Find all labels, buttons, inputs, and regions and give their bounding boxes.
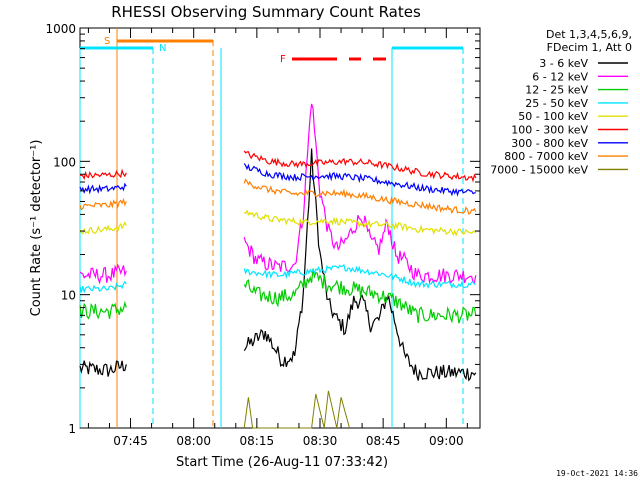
x-tick-label: 08:00 xyxy=(176,434,211,448)
series-line xyxy=(79,263,127,285)
night-flag-label: N xyxy=(159,43,166,54)
plot-timestamp: 19-Oct-2021 14:36 xyxy=(556,469,638,478)
series-line xyxy=(79,360,127,377)
legend-entry-label: 7000 - 15000 keV xyxy=(490,163,588,176)
series-line xyxy=(243,390,350,429)
series-line xyxy=(79,280,127,294)
legend-header-line-1: Det 1,3,4,5,6,9, xyxy=(546,28,632,41)
legend: Det 1,3,4,5,6,9, FDecim 1, Att 0 3 - 6 k… xyxy=(490,28,632,176)
legend-entry-label: 6 - 12 keV xyxy=(532,70,588,83)
y-tick-label: 10 xyxy=(61,289,76,303)
chart-title: RHESSI Observing Summary Count Rates xyxy=(111,3,421,21)
legend-entry-label: 100 - 300 keV xyxy=(511,124,588,137)
legend-entry-label: 3 - 6 keV xyxy=(539,57,588,70)
series-line xyxy=(243,150,477,183)
x-axis-label: Start Time (26-Aug-11 07:33:42) xyxy=(176,455,388,470)
legend-entry-label: 800 - 7000 keV xyxy=(504,150,588,163)
series-line xyxy=(79,221,127,235)
y-tick-label: 1 xyxy=(68,422,76,436)
x-tick-label: 08:45 xyxy=(366,434,401,448)
x-tick-label: 07:45 xyxy=(113,434,148,448)
series-line xyxy=(79,168,127,181)
series-line xyxy=(243,209,477,237)
series-line xyxy=(243,268,477,324)
series-line xyxy=(243,178,477,215)
flare-flag-label: F xyxy=(280,54,286,65)
y-axis-label: Count Rate (s⁻¹ detector⁻¹) xyxy=(29,140,44,317)
x-tick-label: 08:15 xyxy=(240,434,275,448)
series-line xyxy=(243,163,476,197)
legend-entry-label: 300 - 800 keV xyxy=(511,137,588,150)
x-tick-label: 08:30 xyxy=(303,434,338,448)
saa-flag-label: S xyxy=(104,36,110,47)
axes: 1 10 100 1000 07:45 08:00 08:15 08:30 08:45 09:00 xyxy=(45,22,480,448)
legend-header-line-2: FDecim 1, Att 0 xyxy=(547,41,632,54)
series-line xyxy=(79,300,127,320)
series-lines xyxy=(79,103,477,429)
series-line xyxy=(243,263,476,290)
series-line xyxy=(79,197,127,211)
x-tick-label: 09:00 xyxy=(429,434,464,448)
series-line xyxy=(79,182,127,195)
series-line xyxy=(243,103,477,285)
y-tick-label: 1000 xyxy=(45,22,76,36)
legend-entry-label: 50 - 100 keV xyxy=(518,110,588,123)
legend-entry-label: 12 - 25 keV xyxy=(525,84,588,97)
series-line xyxy=(243,148,477,382)
instrument-overlay: S N F xyxy=(79,28,464,428)
legend-entry-label: 25 - 50 keV xyxy=(525,97,588,110)
y-tick-label: 100 xyxy=(53,155,76,169)
